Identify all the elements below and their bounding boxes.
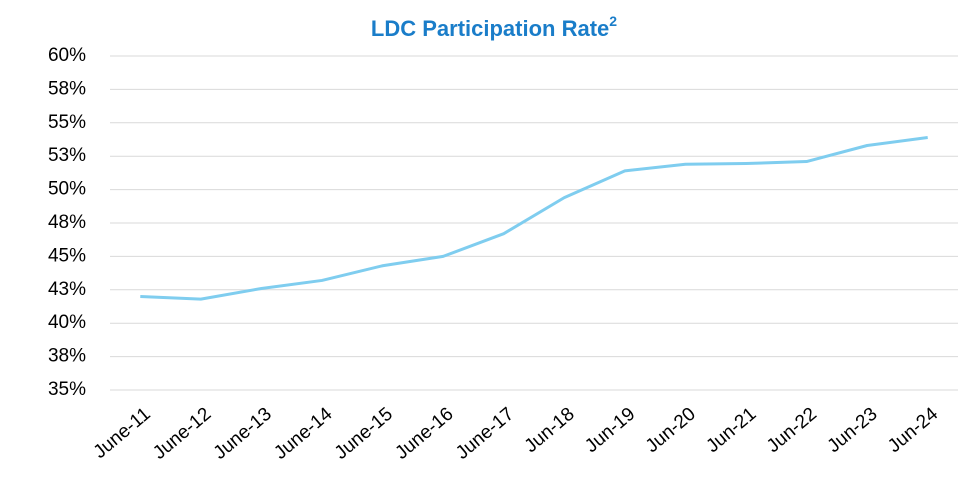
y-tick-label: 45% (48, 245, 86, 266)
y-tick-label: 53% (48, 145, 86, 166)
y-tick-label: 55% (48, 112, 86, 133)
x-tick-label: June-14 (270, 403, 336, 464)
x-tick-label: June-11 (90, 404, 155, 463)
y-tick-label: 58% (48, 78, 86, 99)
x-tick-label: Jun-20 (642, 404, 700, 457)
x-tick-label: Jun-22 (763, 404, 821, 457)
x-tick-label: Jun-19 (581, 404, 639, 457)
chart-title: LDC Participation Rate2 (371, 13, 617, 41)
y-tick-label: 35% (48, 379, 86, 400)
x-tick-label: June-12 (149, 404, 215, 464)
x-tick-label: Jun-24 (884, 403, 942, 457)
line-series (140, 136, 928, 301)
y-tick-label: 50% (48, 179, 86, 200)
title-superscript: 2 (609, 13, 617, 29)
y-tick-label: 38% (48, 346, 86, 367)
y-tick-label: 60% (48, 45, 86, 66)
x-tick-label: June-15 (331, 404, 397, 464)
y-tick-label: 43% (48, 279, 86, 300)
title-text: LDC Participation Rate (371, 16, 609, 41)
x-tick-label: June-16 (391, 404, 457, 464)
y-tick-label: 48% (48, 212, 86, 233)
x-tick-label: Jun-21 (702, 404, 760, 457)
x-tick-label: Jun-18 (521, 404, 579, 457)
y-tick-label: 40% (48, 312, 86, 333)
x-tick-label: June-17 (452, 404, 518, 464)
x-tick-label: June-13 (210, 404, 276, 464)
x-tick-label: Jun-23 (824, 404, 882, 457)
